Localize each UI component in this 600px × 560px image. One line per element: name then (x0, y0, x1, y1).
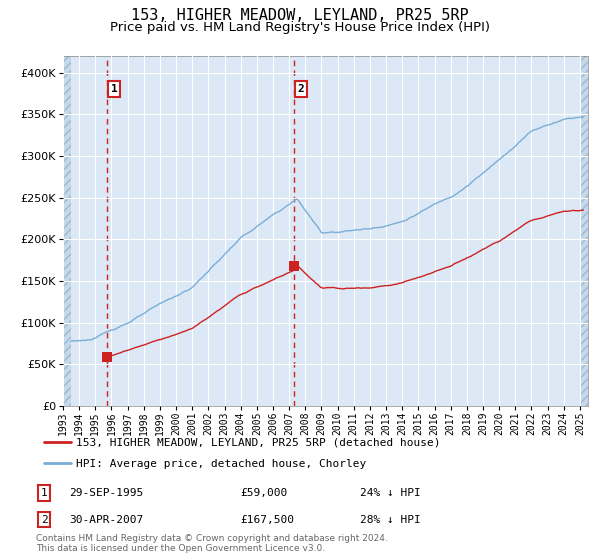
Text: Price paid vs. HM Land Registry's House Price Index (HPI): Price paid vs. HM Land Registry's House … (110, 21, 490, 34)
Text: 29-SEP-1995: 29-SEP-1995 (69, 488, 143, 498)
Text: 1: 1 (41, 488, 47, 498)
Text: 2: 2 (298, 84, 304, 94)
Text: 30-APR-2007: 30-APR-2007 (69, 515, 143, 525)
Text: Contains HM Land Registry data © Crown copyright and database right 2024.
This d: Contains HM Land Registry data © Crown c… (36, 534, 388, 553)
Text: 1: 1 (110, 84, 118, 94)
Bar (63, 56, 71, 406)
Text: £59,000: £59,000 (240, 488, 287, 498)
Text: 28% ↓ HPI: 28% ↓ HPI (360, 515, 421, 525)
Text: £167,500: £167,500 (240, 515, 294, 525)
Bar (580, 56, 588, 406)
Text: 2: 2 (41, 515, 47, 525)
Text: 153, HIGHER MEADOW, LEYLAND, PR25 5RP (detached house): 153, HIGHER MEADOW, LEYLAND, PR25 5RP (d… (76, 437, 440, 447)
Text: 153, HIGHER MEADOW, LEYLAND, PR25 5RP: 153, HIGHER MEADOW, LEYLAND, PR25 5RP (131, 8, 469, 24)
Text: HPI: Average price, detached house, Chorley: HPI: Average price, detached house, Chor… (76, 459, 366, 469)
Text: 24% ↓ HPI: 24% ↓ HPI (360, 488, 421, 498)
